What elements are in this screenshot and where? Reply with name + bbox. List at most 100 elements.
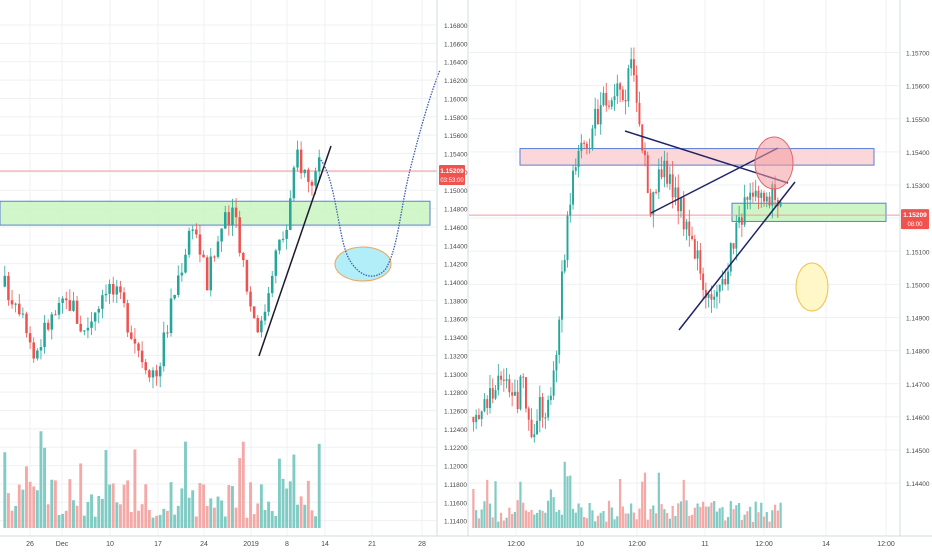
volume-bar bbox=[582, 516, 586, 528]
volume-bar bbox=[757, 512, 760, 528]
volume-bar bbox=[671, 505, 674, 528]
candle bbox=[743, 197, 746, 225]
candle bbox=[710, 294, 713, 300]
candle bbox=[231, 207, 234, 226]
candle bbox=[137, 343, 140, 351]
y-tick-label: 1.13400 bbox=[444, 335, 468, 342]
y-tick-label: 1.16800 bbox=[444, 23, 468, 30]
volume-bar bbox=[585, 518, 588, 528]
volume-bar bbox=[3, 452, 7, 528]
candle bbox=[223, 212, 227, 229]
volume-bar bbox=[707, 506, 710, 528]
volume-bar bbox=[475, 510, 478, 528]
volume-bar bbox=[732, 509, 735, 528]
candle bbox=[572, 170, 574, 205]
candle bbox=[713, 296, 716, 300]
candle bbox=[144, 362, 148, 371]
y-tick-label: 1.15400 bbox=[444, 152, 468, 159]
candle bbox=[500, 375, 503, 380]
volume-bar bbox=[151, 517, 155, 528]
volume-bar bbox=[267, 501, 271, 528]
candle bbox=[779, 201, 782, 207]
right-time-axis[interactable]: 12:00 10 12:00 11 12:00 14 12:00 bbox=[507, 541, 895, 548]
volume-bar bbox=[505, 517, 508, 528]
volume-bar bbox=[35, 490, 39, 528]
x-tick-label: 12:00 bbox=[507, 541, 525, 548]
volume-bar bbox=[140, 504, 144, 528]
volume-bar bbox=[256, 503, 260, 528]
volume-bar bbox=[737, 503, 741, 528]
volume-bar bbox=[488, 503, 492, 528]
left-volume bbox=[3, 431, 321, 528]
x-tick-label: 11 bbox=[701, 541, 708, 548]
volume-bar bbox=[563, 461, 566, 528]
right-current-price-tag: 1.15209 08:00 bbox=[901, 209, 929, 230]
candle bbox=[317, 157, 321, 172]
x-tick-label: 10 bbox=[106, 541, 114, 548]
volume-bar bbox=[535, 512, 539, 528]
volume-bar bbox=[594, 521, 597, 528]
candle bbox=[715, 291, 718, 297]
y-tick-label: 1.13200 bbox=[444, 353, 468, 360]
candle bbox=[216, 241, 220, 257]
candle bbox=[740, 217, 743, 225]
candle bbox=[685, 221, 688, 230]
candle bbox=[602, 92, 605, 106]
volume-bar bbox=[122, 484, 126, 528]
candle bbox=[649, 193, 652, 215]
candle bbox=[252, 306, 256, 319]
volume-bar bbox=[541, 510, 544, 528]
volume-bar bbox=[93, 516, 97, 528]
left-price-axis[interactable]: 1.16800 1.16600 1.16400 1.16200 1.16000 1.158… bbox=[444, 23, 468, 526]
volume-bar bbox=[527, 512, 530, 528]
price-tag-countdown: 08:00 bbox=[907, 222, 923, 228]
candle bbox=[104, 293, 108, 296]
candle bbox=[652, 191, 655, 215]
candle bbox=[122, 292, 126, 304]
volume-bar bbox=[220, 500, 224, 528]
candle bbox=[39, 347, 43, 351]
candle bbox=[61, 298, 64, 303]
volume-bar bbox=[252, 514, 256, 528]
candle bbox=[274, 250, 278, 276]
candle bbox=[151, 370, 155, 378]
y-tick-label: 1.14400 bbox=[444, 243, 468, 250]
candle bbox=[591, 128, 594, 148]
candle bbox=[191, 229, 194, 231]
candle bbox=[738, 217, 741, 223]
candle bbox=[475, 414, 478, 423]
y-tick-label: 1.15800 bbox=[444, 115, 468, 122]
candle bbox=[657, 169, 660, 193]
volume-bar bbox=[657, 472, 660, 528]
left-drawings[interactable] bbox=[258, 69, 441, 357]
volume-bar bbox=[176, 505, 180, 528]
candle bbox=[558, 319, 561, 355]
y-tick-label: 1.13600 bbox=[444, 317, 468, 324]
candle bbox=[148, 370, 151, 378]
left-time-axis[interactable]: 26 Dec 10 17 24 2019 8 14 21 28 bbox=[26, 541, 426, 548]
volume-bar bbox=[6, 493, 10, 528]
volume-bar bbox=[126, 480, 130, 528]
candle bbox=[547, 399, 550, 418]
candle bbox=[209, 256, 213, 291]
target-ellipse bbox=[334, 246, 392, 282]
candle bbox=[563, 259, 566, 272]
candle bbox=[256, 318, 260, 333]
volume-bar bbox=[679, 501, 683, 528]
volume-bar bbox=[596, 515, 600, 528]
volume-bar bbox=[46, 504, 50, 528]
candle bbox=[594, 108, 597, 129]
y-tick-label: 1.16200 bbox=[444, 78, 468, 85]
volume-bar bbox=[508, 507, 511, 528]
x-tick-label: 2019 bbox=[243, 541, 259, 548]
y-tick-label: 1.15300 bbox=[906, 183, 930, 190]
volume-bar bbox=[90, 494, 93, 528]
volume-bar bbox=[17, 484, 21, 528]
x-tick-label: 14 bbox=[822, 541, 830, 548]
volume-bar bbox=[223, 516, 227, 528]
candle bbox=[668, 174, 671, 184]
candle bbox=[638, 102, 641, 125]
right-drawings[interactable] bbox=[624, 130, 829, 331]
candle bbox=[75, 300, 79, 324]
